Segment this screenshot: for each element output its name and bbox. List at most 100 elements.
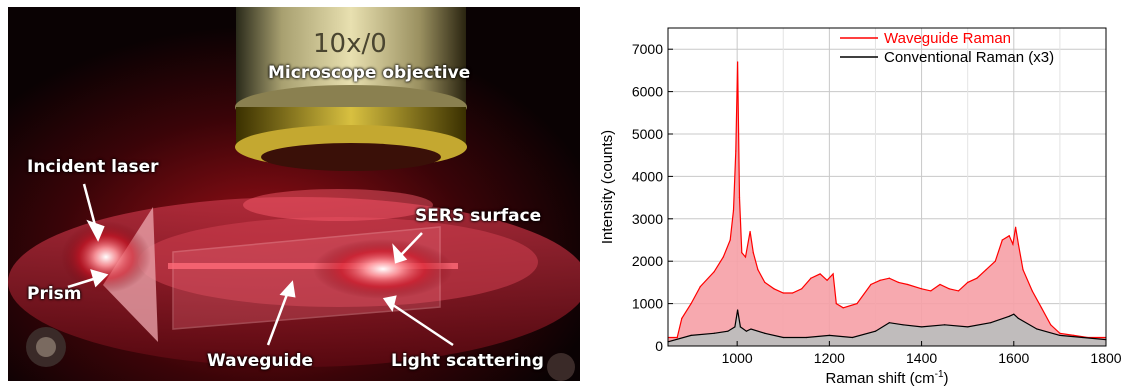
scattering-arrow [389, 301, 454, 347]
data-point [1015, 226, 1017, 228]
data-point [832, 273, 834, 275]
scattering-arrow-head [382, 295, 397, 312]
data-point [676, 336, 678, 339]
data-point [826, 279, 828, 281]
data-point [819, 273, 821, 275]
data-point [948, 288, 950, 290]
data-point [851, 336, 854, 339]
data-point [734, 326, 736, 328]
series-line-1 [667, 309, 1107, 343]
setup-photo-illustration: 10x/0 [8, 7, 580, 381]
data-point [994, 260, 996, 262]
data-point [976, 277, 978, 279]
data-point [835, 303, 837, 305]
x-tick-label: 1600 [998, 350, 1029, 366]
data-point [1050, 324, 1052, 326]
data-point [990, 322, 992, 324]
objective-lens-shape: 10x/0 [235, 7, 467, 171]
data-point [920, 288, 923, 290]
data-point [1001, 239, 1003, 241]
data-point [752, 252, 754, 254]
data-point [713, 271, 715, 273]
data-point [801, 288, 803, 290]
data-point [757, 269, 759, 271]
y-axis-title: Intensity (counts) [599, 130, 616, 244]
data-point [897, 281, 900, 283]
label-light-scattering: Light scattering [391, 351, 544, 371]
data-point [1012, 243, 1014, 245]
data-point [764, 281, 766, 283]
x-tick-label: 1800 [1090, 350, 1121, 366]
prism-arrow-head [90, 269, 109, 288]
data-point [741, 252, 743, 254]
data-point [939, 283, 941, 286]
y-tick-label: 5000 [632, 126, 663, 142]
axis-ticks: 1000 1200 1400 1600 1800 0 1000 2000 3000 4000 500… [632, 41, 1122, 366]
data-point [1008, 315, 1010, 317]
data-point [735, 150, 737, 152]
data-point [967, 281, 969, 283]
data-point [907, 283, 909, 286]
x-axis-title: Raman shift (cm-1) [825, 369, 948, 387]
series-area-1 [668, 310, 1106, 346]
lens-engraving: 10x/0 [313, 29, 387, 59]
plot-frame [667, 27, 1107, 347]
series-lines [667, 61, 1107, 343]
x-tick-label: 1000 [722, 350, 753, 366]
x-axis-title-main: Raman shift (cm [825, 370, 934, 387]
data-point [1059, 332, 1061, 334]
data-point [944, 324, 946, 326]
data-point [681, 317, 683, 320]
x-tick-label: 1200 [814, 350, 845, 366]
sers-arrow [400, 232, 423, 256]
data-point [920, 326, 923, 328]
data-point [690, 303, 692, 305]
data-point [985, 269, 987, 271]
data-point [1040, 307, 1043, 309]
data-point [888, 277, 890, 279]
data-point [842, 307, 844, 309]
data-point [957, 290, 960, 292]
y-tick-label: 6000 [632, 84, 663, 100]
data-point [738, 197, 741, 199]
raman-chart-svg: 1000 1200 1400 1600 1800 0 1000 2000 3000 4000 500… [599, 27, 1122, 387]
y-tick-label: 0 [655, 338, 663, 354]
data-point [805, 336, 807, 339]
label-waveguide: Waveguide [207, 351, 314, 371]
data-point [1073, 334, 1075, 336]
data-point [750, 328, 752, 330]
data-point [773, 288, 775, 290]
legend-label-0: Waveguide Raman [884, 30, 1011, 47]
data-point [727, 330, 729, 332]
label-incident-laser: Incident laser [27, 157, 159, 177]
data-point [888, 322, 890, 324]
data-point [856, 303, 858, 305]
series-line-0 [668, 61, 1106, 339]
data-point [764, 332, 766, 334]
waveguide-arrow [266, 288, 291, 346]
x-tick-label: 1400 [906, 350, 937, 366]
data-point [732, 209, 735, 211]
data-point [1017, 317, 1019, 320]
y-tick-label: 7000 [632, 41, 663, 57]
data-point [930, 290, 932, 292]
data-point [737, 309, 739, 311]
y-tick-label: 2000 [632, 253, 663, 269]
data-point [791, 292, 794, 294]
data-point [713, 332, 715, 334]
data-point [870, 283, 872, 286]
y-tick-label: 4000 [632, 168, 663, 184]
data-point [874, 330, 877, 332]
label-sers-surface: SERS surface [415, 206, 542, 226]
label-prism: Prism [27, 284, 82, 304]
setup-photo: 10x/0 Microscope obj [8, 7, 580, 381]
data-point [737, 61, 739, 63]
legend: Waveguide Raman Conventional Raman (x3) [840, 30, 1054, 66]
data-point [967, 326, 969, 328]
data-point [1022, 269, 1024, 271]
data-point [782, 292, 784, 294]
data-point [1036, 328, 1038, 330]
data-point [690, 334, 692, 336]
data-point [729, 239, 731, 241]
incident-arrow-head [86, 219, 105, 242]
